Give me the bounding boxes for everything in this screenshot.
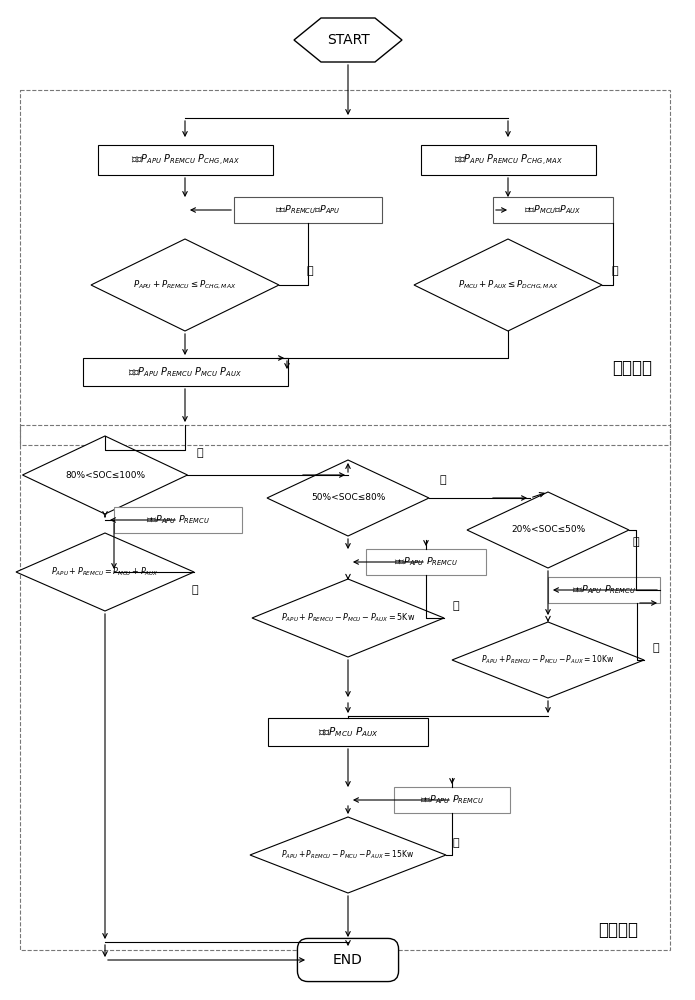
- FancyBboxPatch shape: [268, 718, 428, 746]
- FancyBboxPatch shape: [97, 145, 272, 175]
- Text: END: END: [333, 953, 363, 967]
- Text: $P_{APU}+P_{REMCU}-P_{MCU}-P_{AUX}=5\mathrm{Kw}$: $P_{APU}+P_{REMCU}-P_{MCU}-P_{AUX}=5\mat…: [281, 612, 415, 624]
- Text: 二阶调节: 二阶调节: [598, 921, 638, 939]
- Text: 否: 否: [612, 266, 619, 276]
- Text: 否: 否: [440, 475, 446, 485]
- Polygon shape: [250, 817, 446, 893]
- Text: 更新$P_{APU}$ $P_{REMCU}$ $P_{MCU}$ $P_{AUX}$: 更新$P_{APU}$ $P_{REMCU}$ $P_{MCU}$ $P_{AU…: [128, 365, 242, 379]
- Text: 80%<SOC≤100%: 80%<SOC≤100%: [65, 471, 145, 480]
- Text: $P_{MCU}+P_{AUX}\leq P_{DCHG,MAX}$: $P_{MCU}+P_{AUX}\leq P_{DCHG,MAX}$: [458, 279, 558, 291]
- Text: 否: 否: [192, 585, 198, 595]
- FancyBboxPatch shape: [493, 197, 613, 223]
- Text: 50%<SOC≤80%: 50%<SOC≤80%: [311, 493, 385, 502]
- Polygon shape: [91, 239, 279, 331]
- Text: $P_{APU}+P_{REMCU}-P_{MCU}-P_{AUX}=15\mathrm{Kw}$: $P_{APU}+P_{REMCU}-P_{MCU}-P_{AUX}=15\ma…: [281, 849, 414, 861]
- FancyBboxPatch shape: [366, 549, 486, 575]
- Polygon shape: [414, 239, 602, 331]
- Text: 一阶调节: 一阶调节: [612, 359, 652, 377]
- Text: $P_{APU}+P_{REMCU}-P_{MCU}-P_{AUX}=10\mathrm{Kw}$: $P_{APU}+P_{REMCU}-P_{MCU}-P_{AUX}=10\ma…: [482, 654, 614, 666]
- Text: 调整$P_{MCU}$或$P_{AUX}$: 调整$P_{MCU}$或$P_{AUX}$: [524, 204, 582, 216]
- Text: 计算$P_{APU}$ $P_{REMCU}$ $P_{CHG,MAX}$: 计算$P_{APU}$ $P_{REMCU}$ $P_{CHG,MAX}$: [131, 152, 239, 168]
- Text: $P_{APU}+P_{REMCU}\leq P_{CHG,MAX}$: $P_{APU}+P_{REMCU}\leq P_{CHG,MAX}$: [133, 279, 237, 291]
- Text: 否: 否: [632, 537, 639, 547]
- Text: 调整$P_{REMCU}$或$P_{APU}$: 调整$P_{REMCU}$或$P_{APU}$: [275, 204, 341, 216]
- FancyBboxPatch shape: [548, 577, 660, 603]
- Text: 否: 否: [452, 601, 459, 611]
- Bar: [20, 425, 670, 950]
- Polygon shape: [294, 18, 402, 62]
- FancyBboxPatch shape: [114, 507, 242, 533]
- FancyBboxPatch shape: [234, 197, 382, 223]
- Polygon shape: [467, 492, 629, 568]
- Polygon shape: [267, 460, 429, 536]
- FancyBboxPatch shape: [394, 787, 510, 813]
- Text: 20%<SOC≤50%: 20%<SOC≤50%: [511, 526, 585, 534]
- FancyBboxPatch shape: [420, 145, 596, 175]
- Bar: [20, 90, 670, 445]
- Polygon shape: [452, 622, 644, 698]
- Text: 否: 否: [197, 448, 204, 458]
- FancyBboxPatch shape: [297, 938, 398, 982]
- Text: 否: 否: [653, 643, 660, 653]
- Text: 否: 否: [452, 838, 459, 848]
- Text: 调整$P_{APU}$ $P_{REMCU}$: 调整$P_{APU}$ $P_{REMCU}$: [420, 794, 484, 806]
- Text: 否: 否: [306, 266, 313, 276]
- Polygon shape: [22, 436, 188, 514]
- Text: 调整$P_{APU}$ $P_{REMCU}$: 调整$P_{APU}$ $P_{REMCU}$: [394, 556, 458, 568]
- Polygon shape: [16, 533, 194, 611]
- Text: 限制$P_{MCU}$ $P_{AUX}$: 限制$P_{MCU}$ $P_{AUX}$: [318, 725, 378, 739]
- Polygon shape: [252, 579, 444, 657]
- Text: $P_{APU}+P_{REMCU}=P_{MCU}+P_{AUX}$: $P_{APU}+P_{REMCU}=P_{MCU}+P_{AUX}$: [51, 566, 159, 578]
- Text: START: START: [327, 33, 369, 47]
- Text: 计算$P_{APU}$ $P_{REMCU}$ $P_{CHG,MAX}$: 计算$P_{APU}$ $P_{REMCU}$ $P_{CHG,MAX}$: [454, 152, 562, 168]
- Text: 调整$P_{APU}$ $P_{REMCU}$: 调整$P_{APU}$ $P_{REMCU}$: [572, 584, 636, 596]
- Text: 调整$P_{APU}$ $P_{REMCU}$: 调整$P_{APU}$ $P_{REMCU}$: [146, 514, 210, 526]
- FancyBboxPatch shape: [83, 358, 288, 386]
